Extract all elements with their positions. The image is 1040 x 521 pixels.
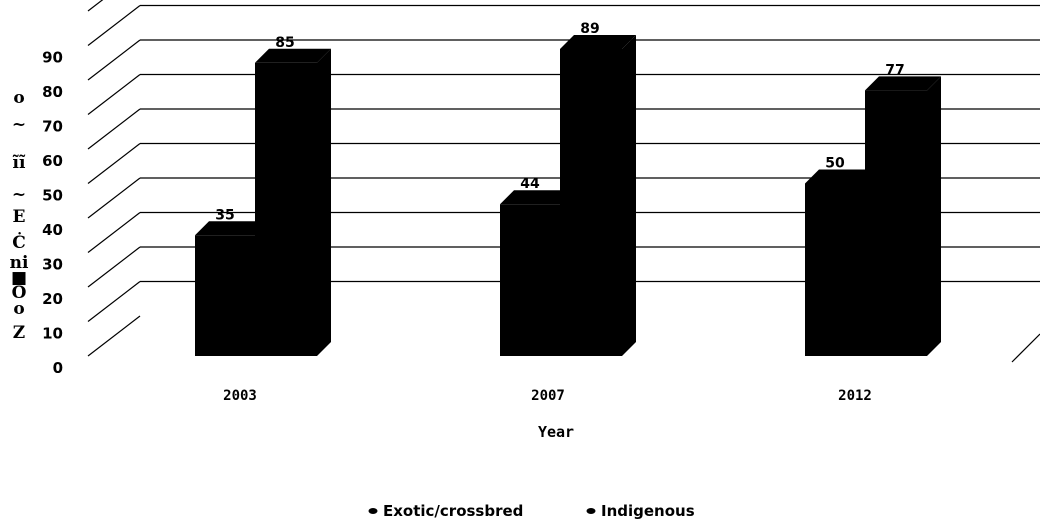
gridline-diagonal: [87, 212, 141, 253]
bar-front: [865, 90, 927, 356]
legend-item: Exotic/crossbred: [368, 502, 523, 520]
bar-front: [195, 235, 257, 356]
y-title-glyph: ~: [12, 185, 26, 205]
bar-front: [500, 204, 562, 356]
y-tick-label: 80: [42, 83, 63, 101]
y-title-glyph: ni: [10, 253, 29, 273]
legend-item: Indigenous: [586, 502, 695, 520]
y-tick-label: 10: [42, 325, 63, 343]
bar-top: [195, 221, 271, 236]
y-title-glyph: o: [13, 299, 24, 319]
gridline-diagonal: [87, 74, 141, 115]
bar-top: [865, 76, 941, 91]
axis-diagonal: [87, 315, 141, 357]
x-tick-label: 2012: [838, 388, 872, 404]
legend-marker-icon: [586, 508, 596, 514]
gridline-diagonal: [87, 39, 141, 81]
bar-2012-1: [865, 76, 941, 356]
data-label: 85: [275, 35, 294, 51]
legend: Exotic/crossbred Indigenous: [368, 502, 695, 520]
y-title-glyph: Z: [13, 323, 25, 343]
y-tick-label: 50: [42, 187, 63, 205]
bar-front: [805, 183, 867, 356]
legend-marker-icon: [368, 508, 378, 514]
x-axis-title: Year: [538, 423, 574, 441]
bar-side: [317, 48, 331, 356]
gridline-diagonal: [87, 281, 141, 322]
data-label: 89: [580, 21, 599, 37]
y-tick-label: 20: [42, 290, 63, 308]
y-tick-label: 70: [42, 118, 63, 136]
y-tick-label: 0: [53, 359, 63, 377]
gridline-diagonal: [87, 0, 104, 12]
x-tick-label: 2007: [531, 388, 565, 404]
gridline-diagonal: [87, 246, 141, 288]
legend-label: Exotic/crossbred: [383, 502, 523, 520]
y-title-glyph: ~: [12, 115, 26, 135]
bar-top: [805, 169, 881, 184]
y-title-glyph: o: [13, 88, 24, 108]
data-label: 44: [520, 176, 540, 192]
bar-side: [927, 76, 941, 356]
x-tick-label: 2003: [223, 388, 257, 404]
gridline-diagonal: [87, 143, 141, 184]
bar-front: [255, 62, 317, 356]
bar-top: [255, 48, 331, 63]
y-title-glyph: E: [13, 207, 26, 227]
y-title-glyph: Ċ: [12, 232, 26, 253]
axis-diagonal: [1011, 333, 1040, 363]
y-title-glyph: ■: [11, 268, 27, 288]
x-axis-ticks: 2003 2007 2012: [223, 388, 872, 404]
data-labels: 35 85 44 89 50 77: [215, 21, 904, 223]
bars: [195, 34, 941, 356]
bar-2007-1: [560, 34, 636, 356]
y-title-glyph: O: [12, 283, 27, 303]
bar-2003-1: [255, 48, 331, 356]
legend-label: Indigenous: [601, 502, 695, 520]
data-label: 35: [215, 207, 234, 223]
gridline-diagonal: [87, 5, 141, 46]
bar-side: [622, 34, 636, 356]
data-label: 50: [825, 156, 845, 172]
y-tick-label: 30: [42, 256, 63, 274]
y-axis-ticks: 0 10 20 30 40 50 60 70 80 90: [42, 49, 63, 378]
data-label: 77: [885, 62, 904, 78]
y-title-glyph: ĩĩ: [13, 153, 26, 173]
y-tick-label: 60: [42, 152, 63, 170]
gridline-diagonal: [87, 177, 141, 219]
bar-front: [560, 48, 622, 356]
bar-top: [560, 34, 636, 49]
gridline-diagonal: [87, 108, 141, 150]
y-tick-label: 40: [42, 221, 63, 239]
y-tick-label: 90: [42, 49, 63, 67]
bar-top: [500, 190, 576, 205]
